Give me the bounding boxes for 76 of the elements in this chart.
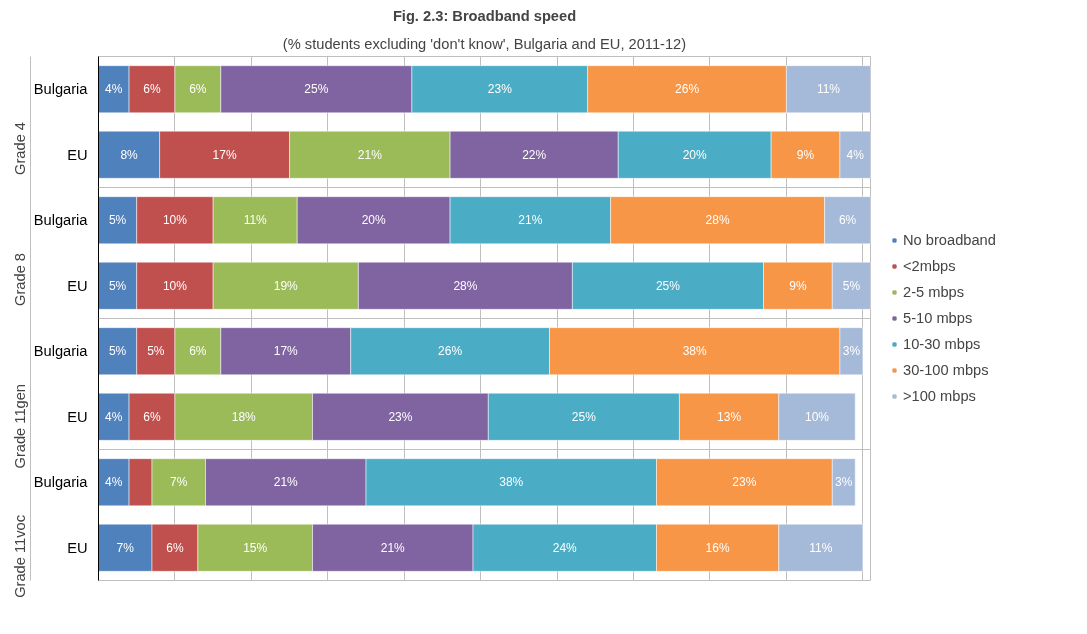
data-label: 4%	[105, 409, 123, 424]
y-tick-label: EU	[67, 408, 88, 425]
data-label: 8%	[120, 147, 139, 162]
data-label: 23%	[487, 82, 513, 97]
y-tick-label: EU	[67, 277, 88, 294]
legend-label: >100 mbps	[903, 388, 976, 404]
data-label: 6%	[143, 82, 162, 97]
chart-subtitle: (% students excluding 'don't know', Bulgaria and EU, 2011-12)	[282, 35, 687, 52]
data-label: 21%	[380, 540, 406, 555]
data-label: 5%	[108, 213, 127, 228]
data-label: 18%	[231, 409, 257, 424]
data-label: 25%	[571, 409, 597, 424]
data-label: 11%	[243, 213, 268, 228]
legend-label: 2-5 mbps	[903, 284, 965, 300]
data-label: 17%	[273, 344, 299, 359]
y-tick-label: Bulgaria	[33, 474, 89, 491]
data-label: 28%	[705, 213, 730, 228]
data-label: 38%	[682, 344, 708, 359]
data-label: 11%	[816, 82, 841, 97]
data-label: 28%	[453, 278, 478, 293]
data-label: 6%	[143, 409, 162, 424]
data-label: 21%	[273, 475, 299, 490]
data-label: 5%	[842, 278, 861, 293]
data-label: 11%	[809, 540, 833, 555]
data-label: 23%	[388, 409, 413, 424]
data-label: 20%	[361, 213, 387, 228]
y-tick-label: EU	[67, 146, 88, 163]
data-label: 3%	[842, 344, 861, 359]
data-label: 23%	[732, 475, 757, 490]
legend-label: 10-30 mbps	[903, 336, 981, 352]
data-label: 19%	[273, 278, 299, 293]
legend-label: <2mbps	[903, 258, 956, 274]
y-tick-label: Bulgaria	[33, 343, 89, 360]
data-label: 17%	[212, 147, 237, 162]
data-label: 5%	[108, 344, 127, 359]
data-label: 21%	[357, 147, 383, 162]
data-label: 22%	[522, 147, 547, 162]
y-tick-label: Bulgaria	[33, 212, 89, 229]
data-label: 9%	[796, 147, 815, 162]
y-tick-label: EU	[67, 539, 88, 556]
data-label: 9%	[789, 278, 807, 293]
data-label: 4%	[105, 82, 123, 97]
data-label: 20%	[682, 147, 708, 162]
legend-label: 5-10 mbps	[903, 310, 973, 326]
data-label: 6%	[189, 82, 207, 97]
legend-label: No broadband	[903, 232, 996, 248]
data-label: 13%	[717, 409, 742, 424]
data-label: 38%	[499, 475, 524, 490]
legend-label: 30-100 mbps	[903, 362, 989, 378]
data-label: 15%	[243, 540, 268, 555]
chart-title: Fig. 2.3: Broadband speed	[392, 7, 577, 24]
text: Grade 11gen	[11, 383, 28, 469]
y-tick-label: Bulgaria	[33, 81, 89, 98]
text: Grade 8	[11, 252, 28, 306]
data-label: 6%	[166, 540, 184, 555]
data-label: 7%	[170, 475, 188, 490]
data-label: 3%	[835, 475, 853, 490]
data-label: 26%	[675, 82, 700, 97]
data-label: 10%	[162, 278, 188, 293]
data-label: 10%	[162, 213, 188, 228]
data-label: 6%	[189, 344, 207, 359]
data-label: 5%	[147, 344, 165, 359]
data-label: 10%	[804, 409, 830, 424]
data-label: 7%	[116, 540, 135, 555]
data-label: 26%	[438, 344, 463, 359]
data-label: 25%	[655, 278, 681, 293]
data-label: 6%	[838, 213, 857, 228]
data-label: 21%	[518, 213, 543, 228]
data-label: 4%	[105, 475, 123, 490]
data-label: 16%	[705, 540, 730, 555]
data-label: 5%	[108, 278, 127, 293]
text: Grade 4	[11, 121, 28, 175]
data-label: 25%	[304, 82, 329, 97]
data-label: 24%	[552, 540, 578, 555]
text: Grade 11voc	[11, 515, 28, 598]
data-label: 4%	[846, 147, 865, 162]
